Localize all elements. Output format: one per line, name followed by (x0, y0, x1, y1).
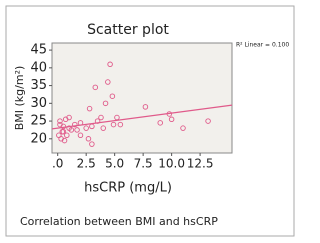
y-tick-label: 25 (30, 114, 47, 129)
point (86, 105, 93, 112)
caption: Correlation between BMI and hsCRP (20, 215, 218, 228)
point (77, 132, 84, 139)
point (102, 100, 109, 107)
point (68, 127, 75, 133)
point (180, 125, 186, 131)
y-tick-label: 30 (30, 96, 47, 111)
x-tick-label: 12.5 (187, 157, 214, 171)
point (89, 141, 95, 147)
point (74, 127, 80, 133)
point (83, 125, 89, 131)
point (107, 61, 113, 68)
y-tick-label: 35 (30, 78, 47, 93)
x-axis-label: hsCRP (mg/L) (84, 181, 172, 196)
point (64, 132, 70, 139)
point (205, 118, 211, 124)
point (110, 121, 117, 128)
x-tick-label: 2.5 (77, 157, 96, 171)
y-tick-label: 40 (30, 60, 47, 75)
point (157, 120, 163, 126)
x-tick-label: 10.0 (158, 157, 185, 171)
point (94, 118, 101, 124)
chart: Scatter plot R² Linear = 0.100 hsCRP (mg… (5, 5, 295, 237)
y-tick-label: 45 (30, 43, 47, 58)
point (168, 116, 175, 123)
point (98, 114, 104, 121)
x-tick-label: .0 (52, 157, 63, 171)
point (61, 137, 68, 144)
point (89, 123, 95, 130)
point (72, 121, 78, 128)
x-tick-label: 7.5 (134, 157, 153, 171)
chart-title: Scatter plot (87, 22, 169, 38)
point (77, 120, 84, 126)
point (92, 84, 99, 91)
y-tick-label: 20 (30, 131, 47, 146)
point (60, 128, 67, 135)
point (85, 136, 92, 142)
annotation: R² Linear = 0.100 (236, 42, 289, 49)
point (109, 93, 116, 99)
x-tick-label: 5.0 (105, 157, 124, 171)
point (57, 118, 63, 124)
point (60, 123, 67, 130)
point (117, 121, 124, 128)
y-axis-label: BMI (kg/m²) (13, 66, 26, 131)
point (142, 104, 149, 110)
point (66, 114, 72, 121)
point (105, 79, 111, 85)
point (114, 114, 120, 121)
plot-area (51, 42, 233, 154)
point (100, 125, 107, 131)
point (166, 111, 173, 117)
